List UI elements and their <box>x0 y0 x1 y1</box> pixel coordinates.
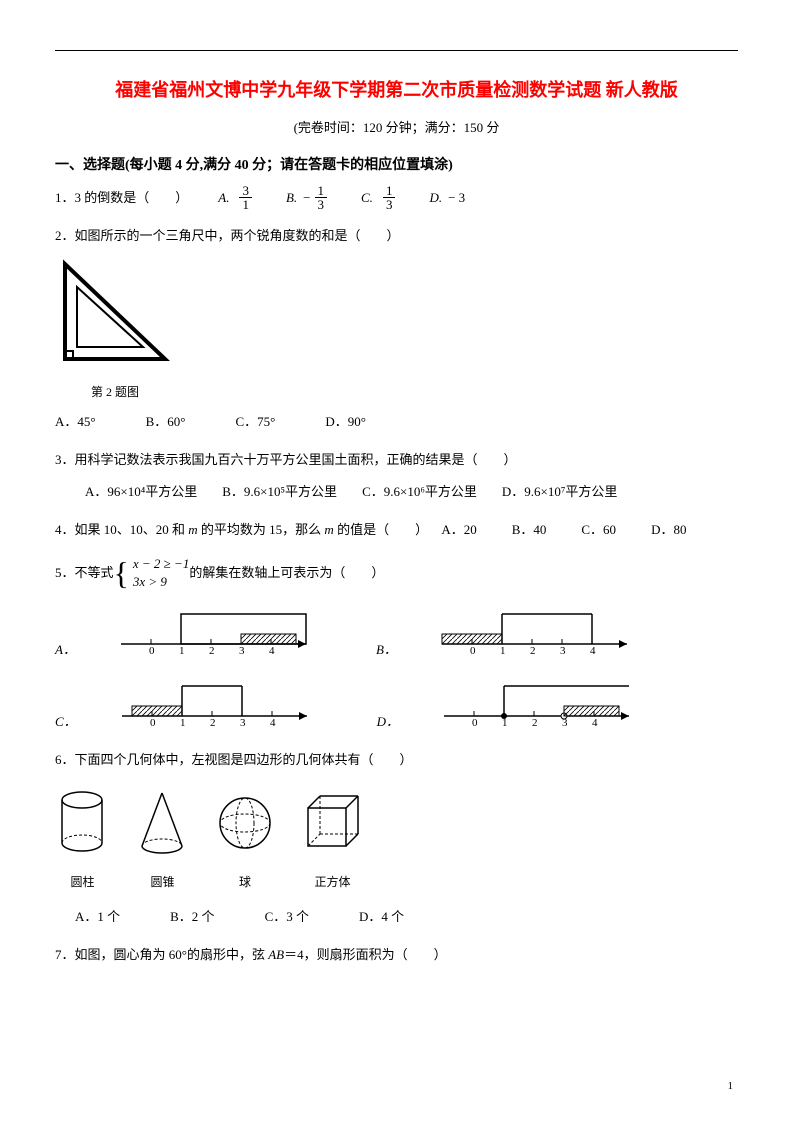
q4-D: D．80 <box>651 517 686 543</box>
q5-label-B: B． <box>376 637 397 663</box>
q5-stem-b: 的解集在数轴上可表示为（ ） <box>189 560 384 586</box>
q2-stem: 2．如图所示的一个三角尺中，两个锐角度数的和是（ ） <box>55 223 738 249</box>
q4-A: A．20 <box>441 517 476 543</box>
svg-text:1: 1 <box>500 645 506 654</box>
q2-C: C．75° <box>235 409 275 435</box>
q1-B-frac: 13 <box>315 184 328 211</box>
q1-B-label: B. <box>286 185 297 211</box>
question-6: 6．下面四个几何体中，左视图是四边形的几何体共有（ ） 圆柱 圆锥 <box>55 747 738 930</box>
q2-D: D．90° <box>325 409 366 435</box>
question-2: 2．如图所示的一个三角尺中，两个锐角度数的和是（ ） 第 2 题图 A．45° … <box>55 223 738 435</box>
q5-numline-C: 0 1 2 3 4 <box>117 671 317 735</box>
q7-stem-a: 7．如图，圆心角为 60°的扇形中，弦 <box>55 947 268 962</box>
svg-text:3: 3 <box>560 645 566 654</box>
shape-sphere: 球 <box>215 788 275 894</box>
question-4: 4．如果 10、10、20 和 m 的平均数为 15，那么 m 的值是（ ） A… <box>55 517 738 543</box>
svg-text:4: 4 <box>592 717 598 726</box>
svg-text:4: 4 <box>270 717 276 726</box>
svg-text:0: 0 <box>470 645 476 654</box>
q2-figure: 第 2 题图 <box>55 259 738 404</box>
q1-stem: 1．3 的倒数是（ ） <box>55 185 188 211</box>
q5-numline-B: 0 1 2 3 4 <box>437 599 637 663</box>
page-number: 1 <box>728 1080 734 1092</box>
q1-C-label: C. <box>361 185 373 211</box>
question-1: 1．3 的倒数是（ ） A. 31 B. − 13 C. 13 D. − 3 <box>55 184 738 211</box>
svg-text:4: 4 <box>590 645 596 654</box>
q3-A: A．96×10⁴平方公里 <box>85 479 197 505</box>
q5-label-D: D． <box>377 709 399 735</box>
q4-B: B．40 <box>512 517 547 543</box>
q1-A-frac: 31 <box>239 184 252 211</box>
svg-text:1: 1 <box>180 717 186 726</box>
question-7: 7．如图，圆心角为 60°的扇形中，弦 AB＝4，则扇形面积为（ ） <box>55 942 738 968</box>
q1-D-label: D. <box>429 185 442 211</box>
q4-stem-a: 4．如果 10、10、20 和 <box>55 522 188 537</box>
exam-title: 福建省福州文博中学九年级下学期第二次市质量检测数学试题 新人教版 <box>55 76 738 102</box>
q2-A: A．45° <box>55 409 96 435</box>
question-3: 3．用科学记数法表示我国九百六十万平方公里国土面积，正确的结果是（ ） A．96… <box>55 447 738 505</box>
svg-text:0: 0 <box>149 645 155 654</box>
q6-B: B．2 个 <box>170 904 214 930</box>
top-rule <box>55 50 738 51</box>
q6-C: C．3 个 <box>265 904 309 930</box>
q2-B: B．60° <box>146 409 186 435</box>
question-5: 5．不等式 { x − 2 ≥ −1 3x > 9 的解集在数轴上可表示为（ ）… <box>55 555 738 735</box>
section-1-header: 一、选择题(每小题 4 分,满分 40 分；请在答题卡的相应位置填涂) <box>55 154 738 174</box>
svg-text:4: 4 <box>269 645 275 654</box>
svg-text:2: 2 <box>530 645 536 654</box>
svg-text:2: 2 <box>210 717 216 726</box>
exam-subtitle: (完卷时间：120 分钟；满分：150 分 <box>55 117 738 136</box>
svg-text:2: 2 <box>532 717 538 726</box>
q3-stem: 3．用科学记数法表示我国九百六十万平方公里国土面积，正确的结果是（ ） <box>55 447 738 473</box>
q5-numline-D: 01234 <box>439 671 639 735</box>
q5-label-C: C． <box>55 709 77 735</box>
q3-C: C．9.6×10⁶平方公里 <box>362 479 477 505</box>
q4-C: C．60 <box>581 517 616 543</box>
q5-numline-A: 0 1 2 3 4 <box>116 599 316 663</box>
svg-text:1: 1 <box>179 645 185 654</box>
svg-text:3: 3 <box>240 717 246 726</box>
q6-A: A．1 个 <box>75 904 120 930</box>
shape-cylinder: 圆柱 <box>55 788 110 894</box>
q6-stem: 6．下面四个几何体中，左视图是四边形的几何体共有（ ） <box>55 747 738 773</box>
q1-C-frac: 13 <box>383 184 396 211</box>
q1-D-text: − 3 <box>448 185 465 211</box>
shape-cone: 圆锥 <box>135 788 190 894</box>
svg-text:0: 0 <box>150 717 156 726</box>
q5-label-A: A． <box>55 637 76 663</box>
q5-system: { x − 2 ≥ −1 3x > 9 <box>114 555 190 591</box>
q3-B: B．9.6×10⁵平方公里 <box>222 479 337 505</box>
q5-stem-a: 5．不等式 <box>55 560 114 586</box>
shape-cube: 正方体 <box>300 788 365 894</box>
q3-D: D．9.6×10⁷平方公里 <box>502 479 618 505</box>
svg-text:2: 2 <box>209 645 215 654</box>
svg-text:0: 0 <box>472 717 478 726</box>
q6-D: D．4 个 <box>359 904 404 930</box>
q2-caption: 第 2 题图 <box>55 380 175 404</box>
q1-A-label: A. <box>218 185 229 211</box>
svg-text:3: 3 <box>239 645 245 654</box>
